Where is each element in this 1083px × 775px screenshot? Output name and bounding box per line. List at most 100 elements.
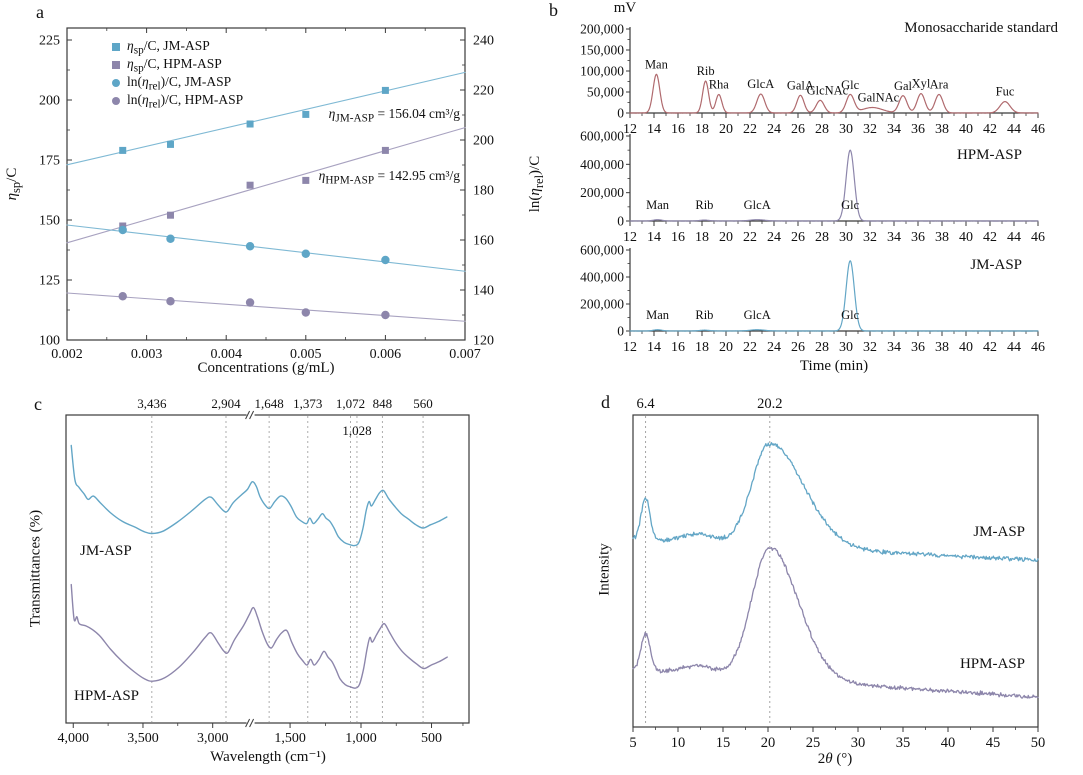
panel-a-legend: ηsp/C, JM-ASP ηsp/C, HPM-ASP ln(ηrel)/C,…	[112, 38, 243, 110]
x-tick-label: 38	[935, 230, 949, 245]
x-tick-label: 40	[959, 230, 973, 245]
x-tick-label: 34	[887, 122, 901, 137]
panel-c-xlabel: Wavelength (cm⁻¹)	[210, 749, 326, 765]
legend-label: ln(ηrel)/C, JM-ASP	[127, 73, 232, 93]
peak-label: Glc	[841, 308, 860, 322]
data-marker	[301, 308, 310, 317]
peak-label: GlcA	[747, 77, 774, 91]
two-theta-peak-label: 20.2	[757, 396, 782, 412]
x-tick-label: 16	[671, 230, 685, 245]
x-tick-label: 42	[983, 340, 997, 355]
panel-d-letter: d	[601, 392, 610, 412]
legend-label: ηsp/C, HPM-ASP	[127, 55, 222, 75]
y-tick-label-left: 150	[39, 214, 60, 229]
legend-item: ln(ηrel)/C, JM-ASP	[112, 74, 243, 92]
y-tick-label-right: 160	[473, 234, 494, 249]
x-tick-label: 0.005	[290, 347, 322, 362]
peak-label: GlcA	[744, 308, 771, 322]
panel-b-plot: 0 50,000 100,000 150,000 200,000 12 14 16 18 20 22…	[580, 22, 1045, 356]
fit-line	[66, 292, 466, 322]
panel-a-ylabel-right: ln(ηrel)/C	[527, 155, 546, 213]
x-tick-label: 44	[1007, 230, 1021, 245]
x-tick-label: 20	[719, 340, 733, 355]
y-tick-label: 0	[617, 106, 624, 121]
x-tick-label: 18	[695, 230, 709, 245]
panel-b-letter: b	[549, 0, 558, 20]
y-tick-label-right: 140	[473, 284, 494, 299]
x-tick-label: 46	[1031, 340, 1045, 355]
x-tick-label: 42	[983, 122, 997, 137]
wavenumber-label: 3,436	[137, 396, 167, 411]
x-tick-label: 30	[839, 230, 853, 245]
legend-square-marker-hpm	[112, 61, 120, 69]
xrd-trace	[632, 546, 1039, 699]
y-tick-label-right: 180	[473, 184, 494, 199]
intrinsic-viscosity-jm-annotation: ηJM-ASP = 156.04 cm³/g	[328, 106, 460, 125]
y-tick-label-left: 225	[39, 34, 60, 49]
x-tick-label: 45	[986, 735, 1001, 751]
y-tick-label: 0	[617, 324, 624, 339]
peak-label: GlcNAc	[807, 83, 849, 97]
x-tick-label: 14	[647, 340, 661, 355]
panel-b-xlabel: Time (min)	[799, 358, 869, 374]
plot-box	[65, 414, 470, 724]
x-tick-label: 5	[629, 735, 636, 751]
y-tick-label: 100,000	[580, 64, 624, 79]
x-tick-label: 28	[815, 230, 829, 245]
legend-label: ηsp/C, JM-ASP	[127, 37, 210, 57]
x-tick-label: 26	[791, 230, 805, 245]
x-tick-label: 26	[791, 122, 805, 137]
data-marker	[118, 225, 127, 235]
x-tick-label: 44	[1007, 122, 1021, 137]
x-tick-label: 42	[983, 230, 997, 245]
axis-break-mask	[246, 720, 255, 726]
panel-d-plot: 6.4 20.2 5 10 15 20 25 30 35 40 45 50	[629, 396, 1045, 751]
axis-break-mark	[249, 410, 255, 420]
data-marker	[381, 310, 390, 320]
fit-line	[66, 224, 466, 272]
x-tick-label: 12	[623, 122, 637, 137]
y-tick-label: 600,000	[580, 243, 624, 258]
x-tick-label: 1,000	[345, 731, 377, 746]
data-marker	[302, 176, 310, 184]
trace-label-jm-asp-ftir: JM-ASP	[80, 543, 132, 559]
two-theta-peak-label: 6.4	[637, 396, 656, 412]
wavenumber-label: 1,072	[336, 396, 365, 411]
x-tick-label: 40	[959, 122, 973, 137]
x-tick-label: 32	[863, 122, 877, 137]
legend-circle-marker-jm	[112, 79, 120, 87]
peak-label: Rha	[709, 78, 730, 92]
x-tick-label: 38	[935, 340, 949, 355]
wavenumber-label: 1,373	[293, 396, 322, 411]
x-tick-label: 46	[1031, 122, 1045, 137]
wavenumber-label: 848	[373, 396, 393, 411]
data-marker	[245, 242, 255, 251]
x-tick-label: 3,000	[197, 731, 229, 746]
x-tick-label: 26	[791, 340, 805, 355]
data-marker	[118, 292, 127, 301]
data-marker	[166, 297, 175, 306]
x-tick-label: 0.003	[131, 347, 163, 362]
peak-label: Gal	[894, 79, 913, 93]
x-tick-label: 14	[647, 230, 661, 245]
x-tick-label: 40	[959, 340, 973, 355]
data-marker	[246, 120, 254, 128]
peak-label: Xyl	[912, 77, 931, 91]
data-marker	[381, 86, 389, 94]
y-tick-label: 0	[617, 214, 624, 229]
trace-label-jm-asp-xrd: JM-ASP	[973, 524, 1025, 540]
x-tick-label: 3,500	[127, 731, 159, 746]
x-tick-label: 40	[941, 735, 956, 751]
chromatogram-trace	[629, 149, 1039, 222]
x-tick-label: 15	[716, 735, 731, 751]
x-tick-label: 22	[743, 340, 757, 355]
data-marker	[301, 249, 310, 258]
x-tick-label: 12	[623, 230, 637, 245]
panel-b-unit-label: mV	[613, 0, 637, 16]
peak-label: Glc	[841, 78, 860, 92]
panel-d-ylabel: Intensity	[596, 543, 613, 596]
legend-item: ηsp/C, JM-ASP	[112, 38, 243, 56]
data-marker	[245, 298, 255, 307]
x-tick-label: 18	[695, 122, 709, 137]
